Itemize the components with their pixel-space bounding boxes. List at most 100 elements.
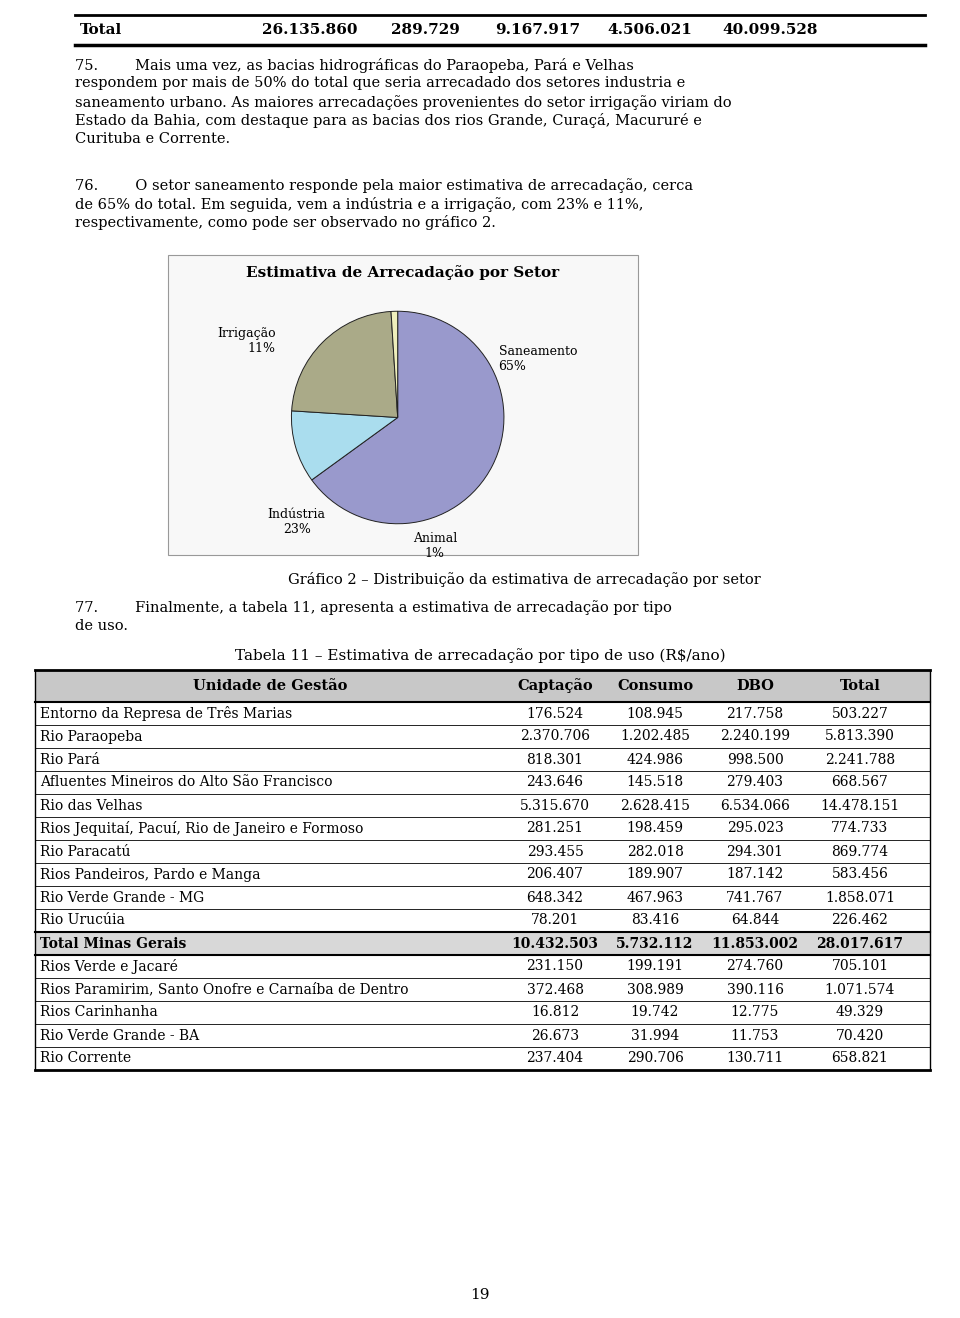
Text: 294.301: 294.301 — [727, 845, 783, 858]
Text: 187.142: 187.142 — [727, 867, 783, 882]
Text: 2.241.788: 2.241.788 — [825, 753, 895, 767]
Text: 12.775: 12.775 — [731, 1006, 780, 1020]
Text: 818.301: 818.301 — [526, 753, 584, 767]
Text: 108.945: 108.945 — [627, 706, 684, 721]
Text: Rios Carinhanha: Rios Carinhanha — [40, 1006, 157, 1020]
Wedge shape — [312, 311, 504, 523]
Text: 2.240.199: 2.240.199 — [720, 729, 790, 743]
Bar — [168, 254, 638, 555]
Text: 28.017.617: 28.017.617 — [817, 937, 903, 950]
Text: 206.407: 206.407 — [526, 867, 584, 882]
Text: 14.478.151: 14.478.151 — [821, 799, 900, 812]
Text: 279.403: 279.403 — [727, 775, 783, 789]
Text: 26.135.860: 26.135.860 — [262, 22, 358, 37]
Text: 77.        Finalmente, a tabela 11, apresenta a estimativa de arrecadação por ti: 77. Finalmente, a tabela 11, apresenta a… — [75, 600, 672, 616]
Text: 774.733: 774.733 — [831, 821, 889, 836]
Text: 16.812: 16.812 — [531, 1006, 579, 1020]
Text: 49.329: 49.329 — [836, 1006, 884, 1020]
Text: 40.099.528: 40.099.528 — [722, 22, 818, 37]
Text: 1.071.574: 1.071.574 — [825, 982, 895, 996]
Text: 282.018: 282.018 — [627, 845, 684, 858]
Text: 231.150: 231.150 — [526, 960, 584, 974]
Text: 145.518: 145.518 — [627, 775, 684, 789]
Text: Rio Corrente: Rio Corrente — [40, 1052, 132, 1065]
Text: 26.673: 26.673 — [531, 1028, 579, 1043]
Text: Estado da Bahia, com destaque para as bacias dos rios Grande, Curaçá, Macururé e: Estado da Bahia, com destaque para as ba… — [75, 113, 702, 128]
Text: 198.459: 198.459 — [627, 821, 684, 836]
Text: 372.468: 372.468 — [526, 982, 584, 996]
Text: 289.729: 289.729 — [391, 22, 460, 37]
Text: Afluentes Mineiros do Alto São Francisco: Afluentes Mineiros do Alto São Francisco — [40, 775, 332, 789]
Text: Tabela 11 – Estimativa de arrecadação por tipo de uso (R$/ano): Tabela 11 – Estimativa de arrecadação po… — [234, 648, 726, 663]
Text: 130.711: 130.711 — [727, 1052, 783, 1065]
Text: 658.821: 658.821 — [831, 1052, 888, 1065]
Text: Captação: Captação — [517, 679, 593, 693]
Text: 9.167.917: 9.167.917 — [495, 22, 581, 37]
Text: Estimativa de Arrecadação por Setor: Estimativa de Arrecadação por Setor — [247, 265, 560, 281]
Text: 5.732.112: 5.732.112 — [616, 937, 694, 950]
Text: 705.101: 705.101 — [831, 960, 889, 974]
Text: 64.844: 64.844 — [731, 913, 780, 928]
Text: Entorno da Represa de Três Marias: Entorno da Represa de Três Marias — [40, 706, 292, 721]
Text: 237.404: 237.404 — [526, 1052, 584, 1065]
Text: 467.963: 467.963 — [627, 891, 684, 904]
Text: 503.227: 503.227 — [831, 706, 888, 721]
Text: 83.416: 83.416 — [631, 913, 679, 928]
Text: 583.456: 583.456 — [831, 867, 888, 882]
Text: 217.758: 217.758 — [727, 706, 783, 721]
Text: Rio Urucúia: Rio Urucúia — [40, 913, 125, 928]
Text: Rios Jequitaí, Pacuí, Rio de Janeiro e Formoso: Rios Jequitaí, Pacuí, Rio de Janeiro e F… — [40, 821, 364, 836]
Text: 70.420: 70.420 — [836, 1028, 884, 1043]
Text: 293.455: 293.455 — [527, 845, 584, 858]
Text: 10.432.503: 10.432.503 — [512, 937, 598, 950]
Text: 5.813.390: 5.813.390 — [825, 729, 895, 743]
Text: DBO: DBO — [736, 679, 774, 693]
Text: 176.524: 176.524 — [526, 706, 584, 721]
Text: Unidade de Gestão: Unidade de Gestão — [193, 679, 348, 693]
Text: 281.251: 281.251 — [526, 821, 584, 836]
Text: 31.994: 31.994 — [631, 1028, 679, 1043]
Text: Rios Verde e Jacaré: Rios Verde e Jacaré — [40, 960, 178, 974]
Text: 308.989: 308.989 — [627, 982, 684, 996]
Wedge shape — [292, 311, 397, 418]
Text: 75.        Mais uma vez, as bacias hidrográficas do Paraopeba, Pará e Velhas: 75. Mais uma vez, as bacias hidrográfica… — [75, 58, 634, 72]
Text: 226.462: 226.462 — [831, 913, 888, 928]
Text: 6.534.066: 6.534.066 — [720, 799, 790, 812]
Text: 11.853.002: 11.853.002 — [711, 937, 799, 950]
Text: 668.567: 668.567 — [831, 775, 888, 789]
Text: Rio Verde Grande - BA: Rio Verde Grande - BA — [40, 1028, 199, 1043]
Text: 1.858.071: 1.858.071 — [825, 891, 895, 904]
Text: Irrigação
11%: Irrigação 11% — [217, 327, 276, 355]
Text: de 65% do total. Em seguida, vem a indústria e a irrigação, com 23% e 11%,: de 65% do total. Em seguida, vem a indús… — [75, 196, 643, 211]
Text: 998.500: 998.500 — [727, 753, 783, 767]
Bar — [35, 932, 930, 956]
Text: Total: Total — [840, 679, 880, 693]
Text: respectivamente, como pode ser observado no gráfico 2.: respectivamente, como pode ser observado… — [75, 215, 496, 231]
Text: 4.506.021: 4.506.021 — [608, 22, 692, 37]
Text: Rio Verde Grande - MG: Rio Verde Grande - MG — [40, 891, 204, 904]
Text: saneamento urbano. As maiores arrecadações provenientes do setor irrigação viria: saneamento urbano. As maiores arrecadaçõ… — [75, 95, 732, 109]
Bar — [35, 670, 930, 702]
Text: Gráfico 2 – Distribuição da estimativa de arrecadação por setor: Gráfico 2 – Distribuição da estimativa d… — [287, 572, 760, 587]
Text: respondem por mais de 50% do total que seria arrecadado dos setores industria e: respondem por mais de 50% do total que s… — [75, 76, 685, 91]
Text: Curituba e Corrente.: Curituba e Corrente. — [75, 132, 230, 146]
Text: 243.646: 243.646 — [526, 775, 584, 789]
Text: Rio das Velhas: Rio das Velhas — [40, 799, 142, 812]
Text: 274.760: 274.760 — [727, 960, 783, 974]
Text: Rios Paramirim, Santo Onofre e Carnaíba de Dentro: Rios Paramirim, Santo Onofre e Carnaíba … — [40, 982, 409, 996]
Text: Rio Paracatú: Rio Paracatú — [40, 845, 131, 858]
Text: 19: 19 — [470, 1288, 490, 1302]
Text: Rio Pará: Rio Pará — [40, 753, 100, 767]
Text: Animal
1%: Animal 1% — [413, 532, 457, 560]
Text: 295.023: 295.023 — [727, 821, 783, 836]
Text: 741.767: 741.767 — [727, 891, 783, 904]
Text: 199.191: 199.191 — [627, 960, 684, 974]
Text: Indústria
23%: Indústria 23% — [268, 507, 325, 536]
Text: Saneamento
65%: Saneamento 65% — [498, 345, 577, 373]
Text: Rios Pandeiros, Pardo e Manga: Rios Pandeiros, Pardo e Manga — [40, 867, 260, 882]
Text: 2.628.415: 2.628.415 — [620, 799, 690, 812]
Text: Consumo: Consumo — [617, 679, 693, 693]
Text: 390.116: 390.116 — [727, 982, 783, 996]
Text: 19.742: 19.742 — [631, 1006, 679, 1020]
Text: Rio Paraopeba: Rio Paraopeba — [40, 729, 142, 743]
